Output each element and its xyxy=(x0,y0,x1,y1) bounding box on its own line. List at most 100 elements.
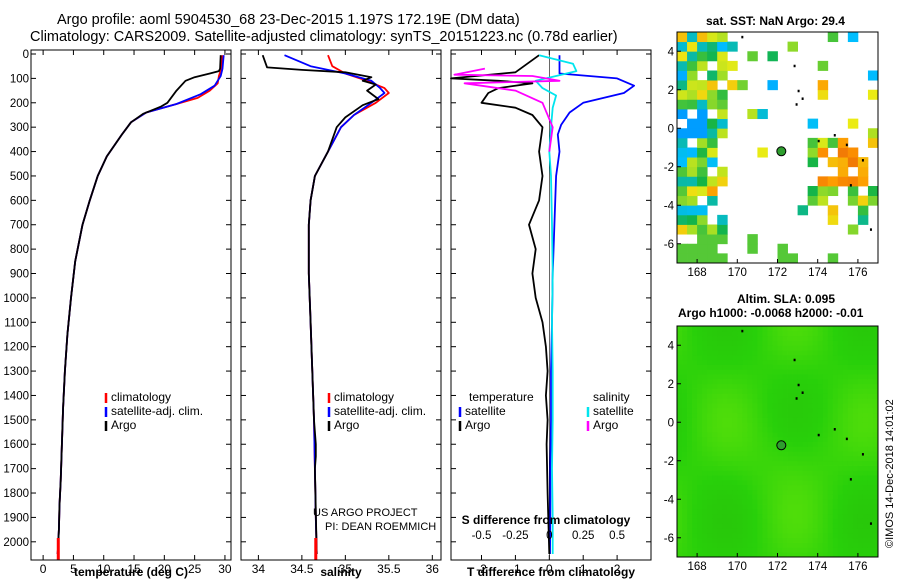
sla-cell xyxy=(737,494,743,500)
sla-cell xyxy=(677,441,683,447)
sla-cell xyxy=(852,340,859,346)
sla-cell xyxy=(852,537,859,543)
sla-cell xyxy=(682,513,688,519)
sla-cell xyxy=(822,378,829,385)
sla-cell xyxy=(812,354,819,361)
sla-cell xyxy=(792,489,798,495)
sla-cell xyxy=(702,340,708,346)
sla-cell xyxy=(817,359,824,365)
sla-cell xyxy=(752,378,758,385)
sla-cell xyxy=(862,513,869,519)
sla-cell xyxy=(802,350,809,356)
sla-cell xyxy=(752,494,758,500)
plot-area xyxy=(241,50,441,560)
sla-cell xyxy=(847,350,854,356)
sla-cell xyxy=(817,398,824,404)
sla-cell xyxy=(677,340,683,346)
sla-cell xyxy=(862,494,869,500)
sst-cell xyxy=(687,214,698,225)
sla-cell xyxy=(777,436,783,442)
sla-cell xyxy=(812,378,819,385)
sla-cell xyxy=(762,403,768,409)
sla-cell xyxy=(807,528,814,534)
sla-cell xyxy=(722,475,728,481)
sla-cell xyxy=(767,335,773,341)
sla-cell xyxy=(687,451,693,457)
sla-cell xyxy=(707,369,713,375)
sla-cell xyxy=(727,552,733,557)
sla-cell xyxy=(727,547,733,553)
sla-cell xyxy=(752,417,758,423)
sla-cell xyxy=(852,354,859,361)
sla-cell xyxy=(692,523,698,529)
sla-cell xyxy=(822,499,829,505)
sla-cell xyxy=(832,374,839,380)
sla-cell xyxy=(857,335,864,341)
sla-cell xyxy=(827,532,834,539)
sla-cell xyxy=(837,552,844,557)
sla-cell xyxy=(862,359,869,365)
sla-cell xyxy=(677,460,683,466)
sla-cell xyxy=(757,407,763,414)
sla-cell xyxy=(822,494,829,500)
legend-label: climatology xyxy=(111,390,171,404)
sla-cell xyxy=(707,547,713,553)
sla-cell xyxy=(742,345,748,351)
sla-cell xyxy=(767,388,773,394)
series-line-salinity-argo xyxy=(453,67,561,152)
sla-cell xyxy=(817,465,824,471)
sla-cell xyxy=(722,528,728,534)
sla-cell xyxy=(777,383,783,389)
sst-cell xyxy=(717,214,728,225)
sla-cell xyxy=(712,499,718,505)
sla-cell xyxy=(872,335,878,341)
sla-cell xyxy=(857,378,864,385)
top-axis-tick-label: 0.5 xyxy=(609,530,625,542)
sla-cell xyxy=(777,513,783,519)
sla-cell xyxy=(732,528,738,534)
sla-cell xyxy=(762,388,768,394)
sla-cell xyxy=(812,441,819,447)
sla-cell xyxy=(857,374,864,380)
sla-cell xyxy=(757,451,763,457)
x-tick-label: 15 xyxy=(127,562,141,576)
island-speck xyxy=(817,433,820,437)
sla-cell xyxy=(752,354,758,361)
sst-cell xyxy=(677,176,688,187)
sla-cell xyxy=(727,542,733,548)
sla-cell xyxy=(757,359,763,365)
sla-cell xyxy=(752,403,758,409)
sla-cell xyxy=(837,470,844,476)
sla-cell xyxy=(802,504,809,510)
map-x-tick-label: 168 xyxy=(688,561,707,573)
sst-cell xyxy=(857,166,869,177)
sla-cell xyxy=(807,470,814,476)
sla-cell xyxy=(807,484,814,491)
sst-cell xyxy=(697,214,708,225)
sst-cell xyxy=(727,41,738,52)
sla-cell xyxy=(727,427,733,433)
sla-cell xyxy=(747,547,753,553)
sla-cell xyxy=(797,326,804,332)
sla-cell xyxy=(772,383,778,389)
sla-cell xyxy=(862,537,869,543)
sla-cell xyxy=(677,427,683,433)
sla-cell xyxy=(722,354,728,361)
sla-cell xyxy=(747,484,753,491)
sla-cell xyxy=(787,350,793,356)
sla-cell xyxy=(812,436,819,442)
sla-cell xyxy=(812,518,819,524)
sla-cell xyxy=(722,441,728,447)
sla-cell xyxy=(732,330,738,337)
sla-cell xyxy=(722,542,728,548)
sla-cell xyxy=(702,436,708,442)
sla-cell xyxy=(747,552,753,557)
sla-cell xyxy=(737,407,743,414)
sla-cell xyxy=(842,359,849,365)
sla-cell xyxy=(722,378,728,385)
sla-cell xyxy=(872,470,878,476)
sst-cell xyxy=(807,147,819,158)
sla-cell xyxy=(677,542,683,548)
sla-cell xyxy=(687,427,693,433)
sla-cell xyxy=(702,547,708,553)
